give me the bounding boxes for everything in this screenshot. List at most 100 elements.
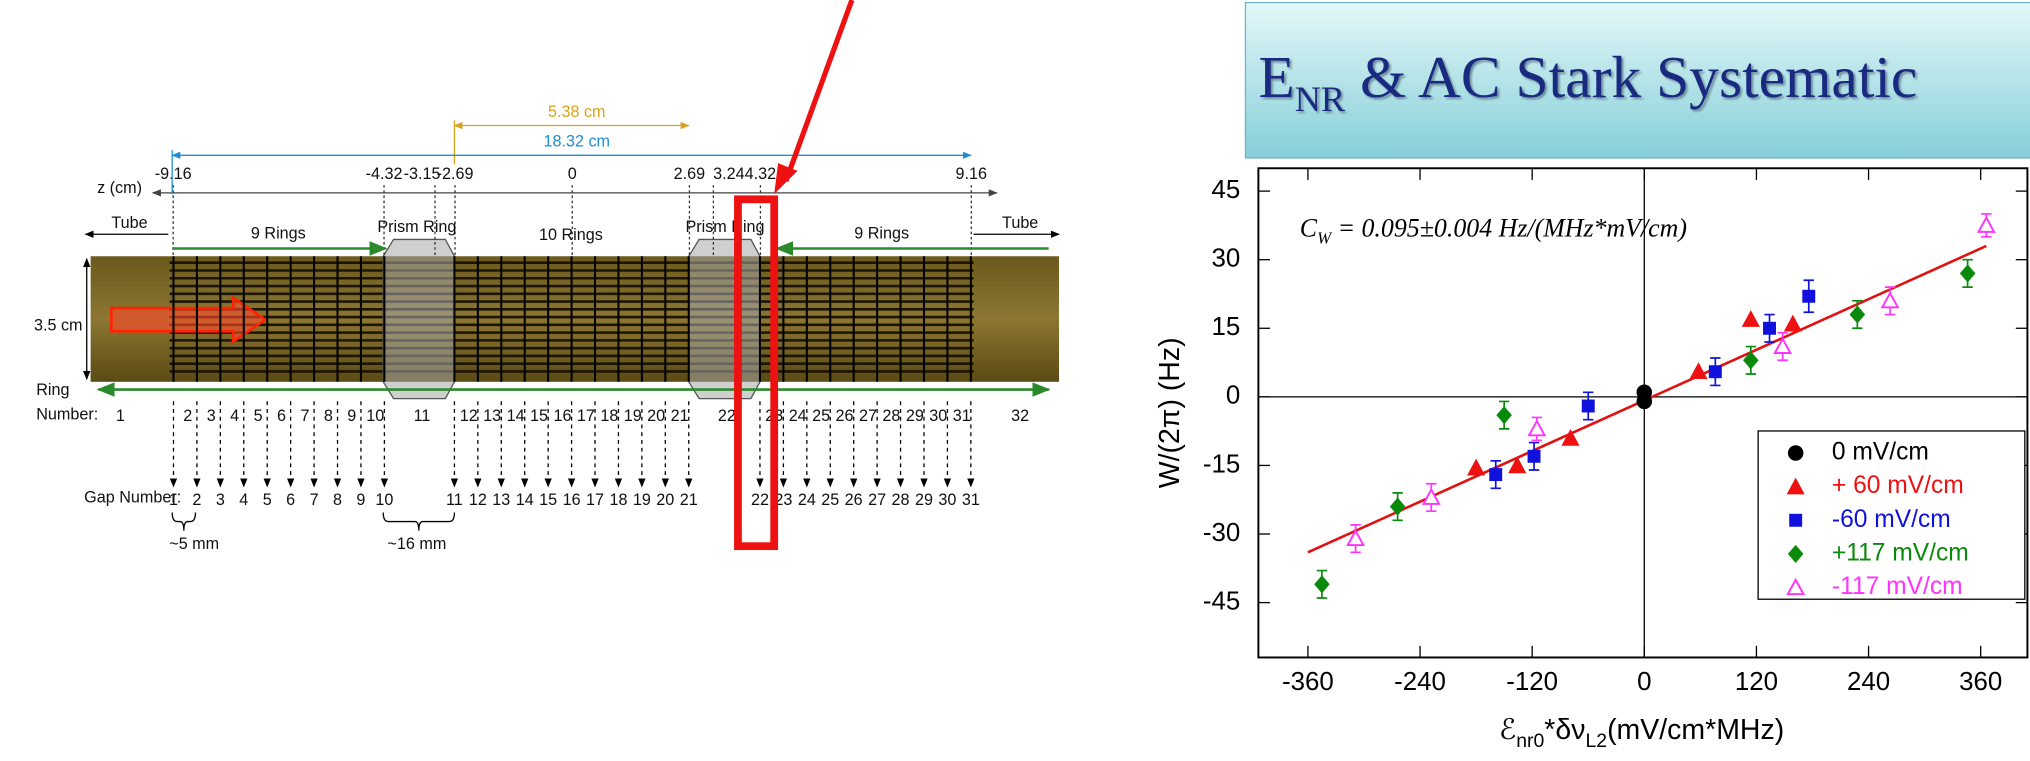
ring-number: 11 (414, 407, 431, 425)
z-tick-label: -9.16 (155, 165, 192, 183)
gap-number: 5 (263, 491, 272, 509)
data-point (1959, 264, 1976, 283)
gap-number: 23 (774, 491, 792, 509)
ring-number: 26 (836, 407, 854, 425)
ring-number: 16 (553, 407, 571, 425)
x-axis-label-part: (mV/cm*MHz) (1607, 714, 1784, 746)
ring-number-label: Number: (36, 406, 98, 424)
data-point (1689, 362, 1708, 380)
gap-number: 25 (821, 491, 839, 509)
y-tick-label: 45 (1211, 176, 1240, 204)
z-tick-label: 3.24 (713, 165, 744, 183)
ring-number: 5 (254, 407, 263, 425)
gap-number: 28 (892, 491, 910, 509)
data-point (1389, 497, 1406, 516)
section-label: 9 Rings (251, 225, 306, 243)
ring-number: 17 (577, 407, 595, 425)
brace (171, 512, 197, 531)
section-label: Prism Ring (377, 218, 456, 236)
data-point (1849, 305, 1866, 324)
ring-number: 18 (600, 407, 618, 425)
z-tick-label: -3.15 (404, 165, 441, 183)
z-tick-label: 2.69 (674, 165, 705, 183)
ring-number: 31 (953, 407, 971, 425)
x-tick-label: 240 (1847, 668, 1890, 696)
z-tick-label: 9.16 (956, 165, 987, 183)
x-tick-label: 0 (1637, 668, 1651, 696)
ring-number: 6 (277, 407, 286, 425)
x-axis-label: ℰnr0*δνL2(mV/cm*MHz) (1499, 714, 1784, 753)
ring-number: 27 (859, 407, 877, 425)
data-point (1763, 321, 1776, 335)
y-tick-label: 15 (1211, 313, 1240, 341)
legend-marker (1786, 477, 1805, 495)
ring-number: 14 (507, 407, 525, 425)
gap-number: 1 (169, 491, 178, 509)
gap-number: 29 (915, 491, 933, 509)
chart: ENR & AC Stark Systematic -360 -240 -120 0 12… (1154, 1, 2030, 753)
section-label: Tube (111, 214, 147, 232)
x-tick-label: -360 (1282, 668, 1334, 696)
plot-frame (1257, 167, 2029, 659)
annotation-part: W (1317, 229, 1333, 248)
annotation: CW = 0.095±0.004 Hz/(MHz*mV/cm) (1300, 213, 1687, 247)
gap-number: 27 (868, 491, 886, 509)
ring-number: 2 (183, 407, 192, 425)
gap-number: 19 (633, 491, 651, 509)
annotation-part: C (1300, 213, 1318, 242)
y-axis-label: W/(2π) (Hz) (1154, 337, 1186, 488)
ring-number: 28 (882, 407, 900, 425)
gap-number: 17 (586, 491, 604, 509)
gap-number: 18 (609, 491, 627, 509)
z-tick-label: 0 (568, 165, 577, 183)
ring-number: 24 (789, 407, 807, 425)
dimension-label: 5.38 cm (548, 103, 606, 121)
gap-number-label: Gap Number: (84, 489, 181, 507)
overlay (734, 0, 855, 551)
ring-number: 29 (906, 407, 924, 425)
ring-number: 22 (718, 407, 736, 425)
gap-number: 26 (845, 491, 863, 509)
brace (382, 512, 456, 531)
x-axis-label-part: L2 (1585, 730, 1607, 752)
gap-number: 3 (216, 491, 225, 509)
data-point (1773, 336, 1792, 355)
data-point (1741, 310, 1760, 327)
beam-arrow (110, 295, 268, 345)
data-point (1743, 351, 1759, 370)
gap-number: 31 (962, 491, 980, 509)
ring-number: 32 (1011, 407, 1029, 425)
data-point (1346, 528, 1365, 547)
data-point (1581, 399, 1595, 413)
legend-label: -117 mV/cm (1832, 573, 1963, 600)
title-banner (1244, 1, 2030, 159)
chart-title-part: & AC Stark Systematic (1345, 43, 1917, 109)
data-point (1527, 449, 1541, 463)
x-axis-label-part: *δν (1544, 714, 1585, 746)
gap-number: 6 (286, 491, 295, 509)
data-point (1527, 419, 1547, 437)
gap-number: 10 (375, 491, 393, 509)
ring-number-label: Ring (36, 381, 69, 399)
spacing-label: ~16 mm (387, 535, 446, 553)
data-point (1976, 215, 1996, 233)
annotation-part: = 0.095±0.004 Hz/(MHz*mV/cm) (1331, 213, 1687, 242)
diameter-label: 3.5 cm (34, 316, 83, 334)
gap-number: 15 (539, 491, 557, 509)
legend-label: 0 mV/cm (1832, 438, 1929, 465)
gap-number: 24 (798, 491, 816, 509)
ring-number: 9 (347, 407, 356, 425)
x-axis-label-part: nr0 (1516, 730, 1544, 752)
ring-number: 21 (671, 407, 689, 425)
x-tick-label: -240 (1394, 668, 1446, 696)
data-point (1880, 291, 1900, 309)
data-point (1783, 314, 1802, 332)
y-tick-label: 30 (1211, 245, 1240, 273)
z-label: z (cm) (97, 179, 142, 197)
section-label: 9 Rings (854, 225, 909, 243)
x-tick-label: 120 (1735, 668, 1778, 696)
gap-number: 2 (192, 491, 201, 509)
gap-number: 14 (516, 491, 534, 509)
data-point (1802, 289, 1816, 303)
dimension-label: 18.32 cm (543, 133, 610, 151)
